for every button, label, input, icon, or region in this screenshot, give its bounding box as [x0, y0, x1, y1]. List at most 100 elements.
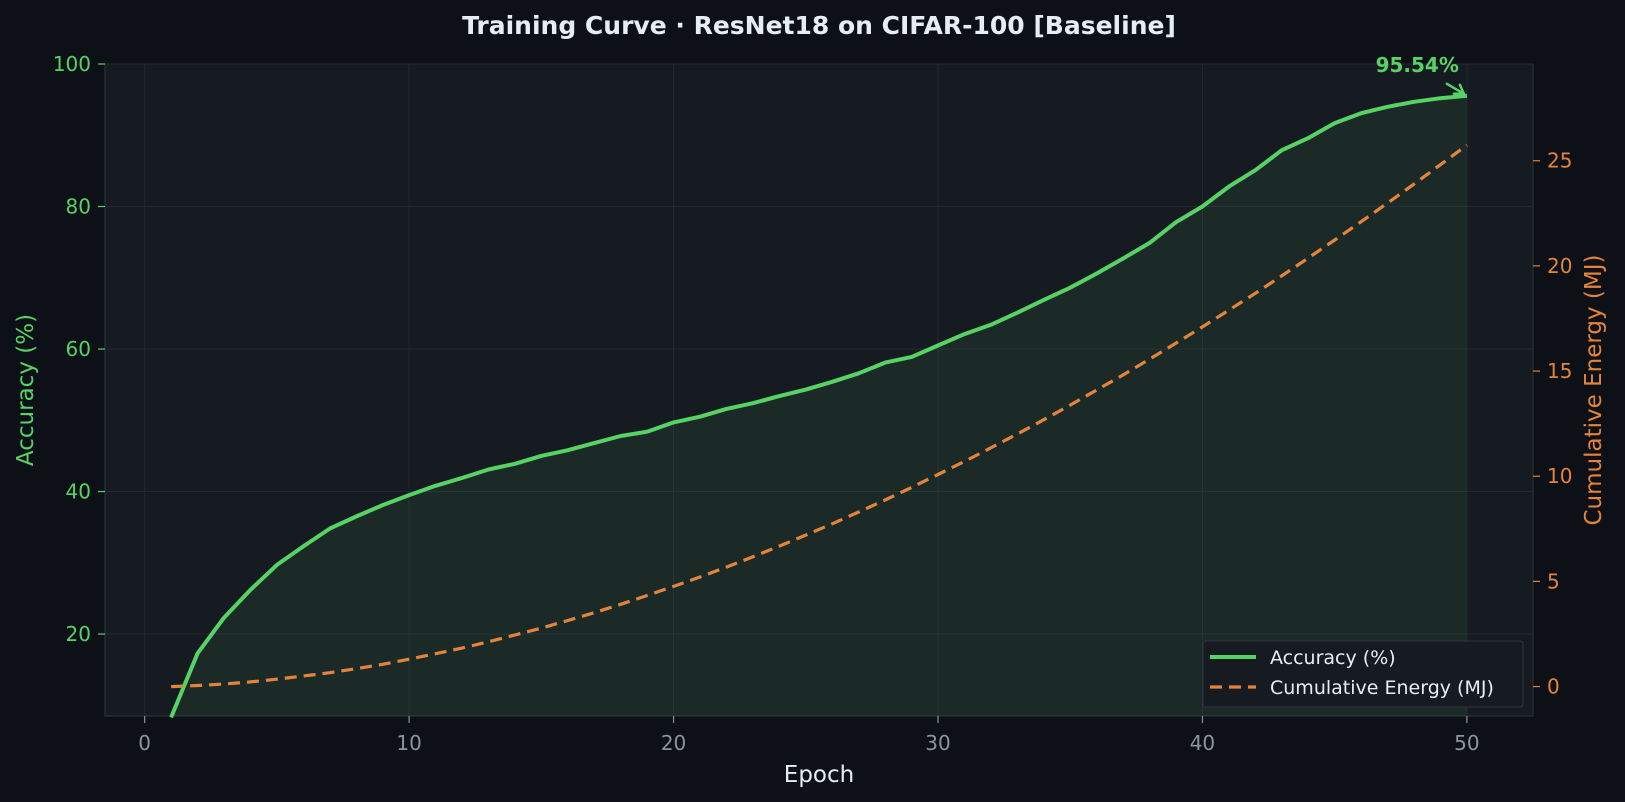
energy-point: [1042, 418, 1046, 422]
legend: Accuracy (%) Cumulative Energy (MJ): [1202, 640, 1524, 708]
accuracy-point: [169, 715, 173, 719]
energy-point: [407, 657, 411, 661]
energy-point: [513, 633, 517, 637]
accuracy-point: [989, 323, 993, 327]
energy-point: [698, 575, 702, 579]
left-y-axis-ticks: 20 40 60 80 100: [53, 52, 105, 646]
energy-point: [460, 646, 464, 650]
energy-point: [1227, 308, 1231, 312]
energy-point: [1253, 291, 1257, 295]
accuracy-point: [1227, 185, 1231, 189]
energy-point: [1465, 143, 1469, 147]
energy-point: [328, 671, 332, 675]
accuracy-point: [830, 380, 834, 384]
accuracy-point: [751, 401, 755, 405]
chart-title: Training Curve · ResNet18 on CIFAR-100 […: [462, 11, 1176, 40]
x-tick-label: 0: [138, 731, 151, 755]
accuracy-point: [1068, 286, 1072, 290]
right-y-axis-label: Cumulative Energy (MJ): [1581, 255, 1607, 526]
energy-point: [672, 584, 676, 588]
energy-point: [222, 682, 226, 686]
x-tick-label: 50: [1454, 731, 1479, 755]
accuracy-point: [222, 616, 226, 620]
accuracy-point: [962, 332, 966, 336]
accuracy-point: [1306, 136, 1310, 140]
accuracy-point: [354, 514, 358, 518]
accuracy-point: [1015, 311, 1019, 315]
energy-point: [989, 446, 993, 450]
energy-point: [1438, 163, 1442, 167]
accuracy-area-fill: [171, 95, 1467, 718]
energy-point: [724, 565, 728, 569]
accuracy-point: [1095, 271, 1099, 275]
left-y-tick-label: 100: [53, 52, 91, 76]
left-y-tick-label: 80: [66, 195, 91, 219]
accuracy-point: [328, 527, 332, 531]
right-y-tick-label: 25: [1547, 149, 1572, 173]
accuracy-point: [434, 484, 438, 488]
accuracy-point: [777, 394, 781, 398]
energy-point: [1306, 256, 1310, 260]
energy-point: [248, 680, 252, 684]
energy-point: [936, 473, 940, 477]
accuracy-point: [566, 448, 570, 452]
accuracy-point: [513, 462, 517, 466]
right-y-tick-label: 0: [1547, 675, 1560, 699]
energy-point: [1015, 432, 1019, 436]
accuracy-point: [857, 371, 861, 375]
energy-point: [566, 619, 570, 623]
accuracy-point: [1200, 205, 1204, 209]
plot-area: [104, 63, 1534, 717]
accuracy-point: [301, 544, 305, 548]
accuracy-point: [1148, 241, 1152, 245]
legend-box: [1202, 640, 1524, 708]
left-y-tick-label: 20: [66, 622, 91, 646]
accuracy-point: [1042, 298, 1046, 302]
energy-point: [777, 544, 781, 548]
energy-point: [1280, 274, 1284, 278]
accuracy-point: [1174, 220, 1178, 224]
energy-point: [1121, 373, 1125, 377]
energy-point: [354, 667, 358, 671]
x-tick-label: 30: [925, 731, 950, 755]
accuracy-point: [672, 420, 676, 424]
right-y-tick-label: 5: [1547, 569, 1560, 593]
accuracy-point: [592, 441, 596, 445]
energy-point: [830, 522, 834, 526]
accuracy-point: [883, 361, 887, 365]
left-y-tick-label: 40: [66, 480, 91, 504]
accuracy-point: [936, 343, 940, 347]
left-y-tick-label: 60: [66, 337, 91, 361]
x-axis-ticks: 0 10 20 30 40 50: [138, 716, 1480, 755]
energy-point: [883, 498, 887, 502]
right-y-tick-label: 10: [1547, 464, 1572, 488]
right-y-axis-ticks: 0 5 10 15 20 25: [1533, 149, 1572, 699]
energy-point: [1333, 238, 1337, 242]
energy-point: [962, 460, 966, 464]
energy-point: [1148, 357, 1152, 361]
legend-entry-accuracy: Accuracy (%): [1270, 647, 1396, 669]
energy-point: [1412, 182, 1416, 186]
accuracy-point: [1333, 121, 1337, 125]
x-axis-label: Epoch: [784, 762, 854, 788]
x-tick-label: 10: [396, 731, 421, 755]
accuracy-point: [407, 493, 411, 497]
energy-point: [1095, 388, 1099, 392]
grid-lines: [105, 63, 1533, 716]
accuracy-point: [910, 355, 914, 359]
energy-point: [275, 677, 279, 681]
accuracy-point: [1438, 96, 1442, 100]
accuracy-point: [275, 563, 279, 567]
energy-point: [1174, 341, 1178, 345]
x-tick-label: 20: [661, 731, 686, 755]
energy-point: [539, 626, 543, 630]
final-accuracy-annotation: 95.54%: [1376, 53, 1466, 96]
accuracy-point: [196, 651, 200, 655]
energy-point: [804, 533, 808, 537]
energy-point: [857, 510, 861, 514]
energy-point: [1200, 325, 1204, 329]
energy-point: [196, 684, 200, 688]
accuracy-point: [619, 434, 623, 438]
accuracy-point: [1253, 168, 1257, 172]
energy-point: [434, 652, 438, 656]
